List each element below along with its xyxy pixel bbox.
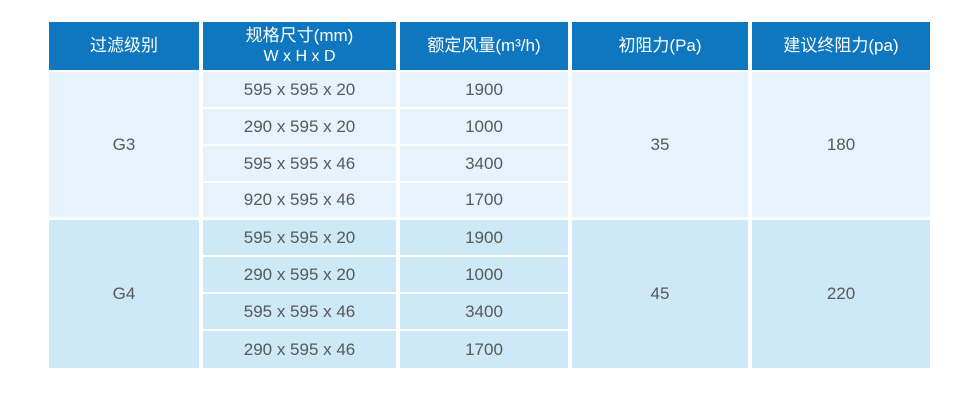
table-row: G3 595 x 595 x 20 1900 35 180 — [49, 72, 930, 220]
airflow-cell: 1900 — [400, 220, 572, 257]
col-header-final-resistance: 建议终阻力(pa) — [752, 22, 930, 72]
size-cell: 595 x 595 x 20 — [203, 72, 400, 109]
airflow-cell: 1000 — [400, 109, 572, 146]
table-header: 过滤级别 规格尺寸(mm) W x H x D 额定风量(m³/h) 初阻力(P… — [49, 22, 930, 72]
col-header-size: 规格尺寸(mm) W x H x D — [203, 22, 400, 72]
airflow-cell: 1000 — [400, 257, 572, 294]
col-header-initial-resistance: 初阻力(Pa) — [572, 22, 752, 72]
airflow-cell: 3400 — [400, 294, 572, 331]
airflow-cell: 1900 — [400, 72, 572, 109]
initial-resistance-cell: 45 — [572, 220, 752, 368]
col-header-size-line2: W x H x D — [263, 47, 336, 65]
col-header-filter-grade: 过滤级别 — [49, 22, 203, 72]
filter-spec-table-wrap: 过滤级别 规格尺寸(mm) W x H x D 额定风量(m³/h) 初阻力(P… — [49, 22, 930, 368]
table-row: 920 x 595 x 46 1700 — [49, 183, 930, 220]
grade-cell: G3 — [49, 72, 203, 220]
airflow-cell: 1700 — [400, 183, 572, 220]
size-cell: 290 x 595 x 20 — [203, 109, 400, 146]
table-row: 290 x 595 x 20 1000 — [49, 257, 930, 294]
table-row: 595 x 595 x 46 3400 — [49, 294, 930, 331]
filter-spec-table: 过滤级别 规格尺寸(mm) W x H x D 额定风量(m³/h) 初阻力(P… — [49, 22, 930, 368]
final-resistance-cell: 180 — [752, 72, 930, 220]
grade-cell: G4 — [49, 220, 203, 368]
table-row: G4 595 x 595 x 20 1900 45 220 — [49, 220, 930, 368]
size-cell: 290 x 595 x 46 — [203, 331, 400, 368]
airflow-cell: 1700 — [400, 331, 572, 368]
col-header-size-line1: 规格尺寸(mm) — [245, 25, 354, 45]
size-cell: 595 x 595 x 46 — [203, 146, 400, 183]
table-row: 290 x 595 x 46 1700 — [49, 331, 930, 368]
header-row: 过滤级别 规格尺寸(mm) W x H x D 额定风量(m³/h) 初阻力(P… — [49, 22, 930, 72]
col-header-rated-airflow: 额定风量(m³/h) — [400, 22, 572, 72]
group-g3: G3 595 x 595 x 20 1900 35 180 290 x 595 … — [49, 72, 930, 220]
size-cell: 920 x 595 x 46 — [203, 183, 400, 220]
size-cell: 290 x 595 x 20 — [203, 257, 400, 294]
group-g4: G4 595 x 595 x 20 1900 45 220 290 x 595 … — [49, 220, 930, 368]
final-resistance-cell: 220 — [752, 220, 930, 368]
airflow-cell: 3400 — [400, 146, 572, 183]
size-cell: 595 x 595 x 20 — [203, 220, 400, 257]
table-row: 290 x 595 x 20 1000 — [49, 109, 930, 146]
table-row: 595 x 595 x 46 3400 — [49, 146, 930, 183]
initial-resistance-cell: 35 — [572, 72, 752, 220]
size-cell: 595 x 595 x 46 — [203, 294, 400, 331]
